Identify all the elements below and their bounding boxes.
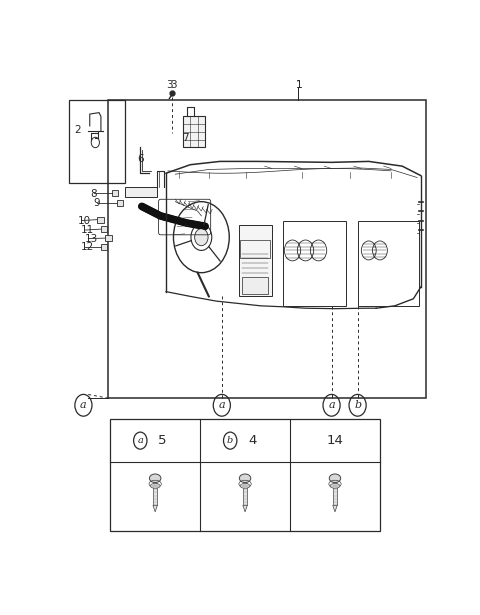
Text: b: b: [354, 400, 361, 410]
Bar: [100, 244, 107, 250]
Bar: [125, 188, 156, 197]
Bar: [97, 216, 104, 223]
Bar: [283, 221, 347, 306]
Polygon shape: [243, 506, 247, 512]
Circle shape: [195, 229, 208, 246]
Bar: [243, 483, 247, 506]
Text: 1: 1: [296, 80, 303, 90]
Text: a: a: [137, 436, 143, 445]
Text: 1: 1: [296, 80, 303, 90]
Text: a: a: [218, 400, 225, 410]
Text: 13: 13: [84, 234, 98, 244]
Bar: [117, 199, 123, 205]
Text: 9: 9: [94, 198, 100, 208]
Bar: [105, 235, 112, 241]
Bar: [112, 190, 119, 196]
Bar: [153, 483, 157, 506]
Text: 3: 3: [166, 80, 173, 90]
Polygon shape: [153, 506, 157, 512]
Text: 12: 12: [81, 242, 95, 252]
Ellipse shape: [150, 483, 160, 488]
Bar: [183, 116, 205, 147]
Bar: [110, 419, 380, 531]
Bar: [240, 239, 270, 258]
Bar: [108, 100, 426, 398]
Ellipse shape: [240, 474, 251, 483]
Bar: [333, 483, 337, 506]
Ellipse shape: [240, 483, 250, 488]
Ellipse shape: [329, 474, 341, 483]
Text: 14: 14: [326, 434, 343, 447]
Text: 8: 8: [91, 189, 97, 199]
Text: b: b: [227, 436, 233, 445]
Polygon shape: [333, 506, 337, 512]
Ellipse shape: [330, 483, 340, 488]
Text: 5: 5: [158, 434, 167, 447]
Text: 11: 11: [81, 225, 95, 235]
Bar: [242, 277, 268, 294]
Ellipse shape: [149, 474, 161, 483]
Text: 4: 4: [248, 434, 257, 447]
Text: 10: 10: [78, 216, 91, 226]
Text: a: a: [328, 400, 335, 410]
Text: 6: 6: [137, 154, 144, 164]
Bar: [358, 221, 419, 306]
Bar: [100, 226, 107, 232]
Text: 7: 7: [182, 133, 189, 143]
Text: a: a: [80, 400, 87, 410]
Bar: [239, 225, 272, 296]
Text: 3: 3: [170, 80, 176, 90]
Text: 2: 2: [74, 125, 81, 135]
Bar: [69, 100, 125, 183]
